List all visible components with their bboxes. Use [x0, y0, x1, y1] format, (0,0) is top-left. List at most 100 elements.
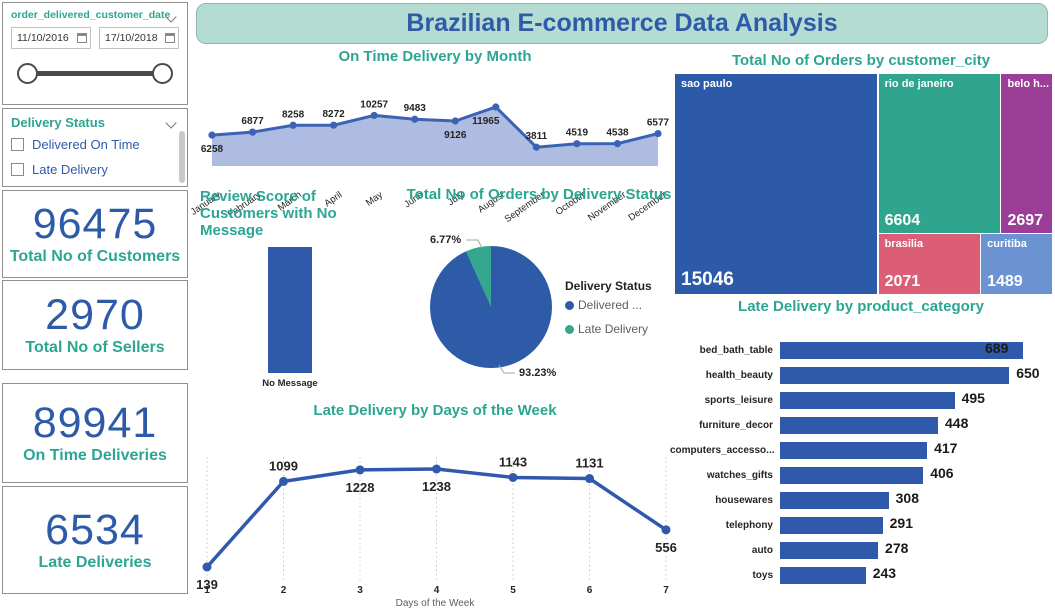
chart-late-by-day: Late Delivery by Days of the Week 1 2 3 4 5 6…	[196, 402, 677, 609]
pie[interactable]	[430, 246, 552, 368]
legend-label: Late Delivery	[578, 322, 649, 336]
data-point-April[interactable]	[330, 121, 338, 129]
chart-title: Late Delivery by product_category	[738, 298, 984, 315]
bar-furniture_decor[interactable]	[780, 417, 938, 434]
slider-handle-left[interactable]	[17, 63, 38, 84]
pie-slice-label-delivered: 93.23%	[519, 367, 557, 379]
calendar-icon[interactable]	[77, 33, 87, 43]
checkbox-delivered-on-time[interactable]	[11, 138, 24, 151]
end-date-value: 17/10/2018	[105, 32, 158, 44]
bar-category-label: watches_gifts	[706, 470, 773, 481]
treemap-tile-belo h...[interactable]: belo h... 2697	[1001, 74, 1052, 234]
chart-orders-by-delivery-status: Total No of Orders by Delivery Status 6.…	[396, 186, 682, 400]
bar-computers_accesso...[interactable]	[780, 442, 928, 459]
bar-category-label: computers_accesso...	[670, 445, 775, 456]
date-slicer-title: order_delivered_customer_date	[11, 9, 171, 21]
checkbox-late-delivery[interactable]	[11, 163, 24, 176]
date-range-slider	[17, 57, 173, 91]
data-point-March[interactable]	[289, 121, 297, 129]
area-fill	[212, 107, 658, 166]
bar-no-message[interactable]	[268, 247, 312, 373]
data-point-day-6[interactable]	[585, 474, 594, 484]
data-point-day-1[interactable]	[202, 562, 212, 572]
bar-watches_gifts[interactable]	[780, 467, 924, 484]
data-point-day-2[interactable]	[279, 476, 288, 486]
x-axis-label: 4	[434, 585, 440, 596]
data-point-October[interactable]	[573, 140, 581, 148]
data-point-May[interactable]	[370, 111, 378, 120]
x-axis-label: 6	[587, 585, 593, 596]
data-label: 556	[655, 540, 677, 555]
page-title: Brazilian E-commerce Data Analysis	[406, 9, 838, 37]
data-point-January[interactable]	[208, 131, 216, 139]
data-point-day-7[interactable]	[661, 525, 671, 535]
hbar-row-furniture_decor: furniture_decor 448	[670, 413, 1052, 438]
data-point-July[interactable]	[451, 117, 459, 125]
legend-dot	[565, 324, 574, 334]
chart-title: Total No of Orders by customer_city	[731, 52, 991, 69]
option-late-delivery[interactable]: Late Delivery	[3, 157, 187, 182]
bar-telephony[interactable]	[780, 517, 883, 534]
bar-sports_leisure[interactable]	[780, 392, 955, 409]
month-area-chart-svg: 6258January6877February8258March8272Apri…	[189, 99, 670, 225]
tile-name: curitiba	[987, 238, 1027, 251]
data-point-day-3[interactable]	[355, 465, 365, 475]
bar-housewares[interactable]	[780, 492, 889, 509]
tile-name: belo h...	[1007, 78, 1050, 90]
chart-title: On Time Delivery by Month	[338, 48, 532, 65]
treemap-tile-rio de janeiro[interactable]: rio de janeiro 6604	[878, 74, 1000, 234]
start-date-input[interactable]: 11/10/2016	[11, 27, 91, 49]
end-date-input[interactable]: 17/10/2018	[99, 27, 179, 49]
data-point-September[interactable]	[532, 143, 540, 151]
data-point-day-5[interactable]	[508, 472, 518, 482]
bar-category-label: No Message	[262, 378, 318, 389]
hbar-plot: bed_bath_table 689 health_beauty 650 sports_…	[670, 338, 1052, 594]
data-point-February[interactable]	[248, 128, 257, 136]
kpi-value: 6534	[45, 505, 145, 554]
treemap-tile-sao paulo[interactable]: sao paulo 15046	[675, 74, 878, 294]
bar-auto[interactable]	[780, 542, 879, 559]
hbar-row-housewares: housewares 308	[670, 488, 1052, 513]
hbar-row-computers_accesso...: computers_accesso... 417	[670, 438, 1052, 463]
scrollbar[interactable]	[179, 131, 185, 183]
bar-health_beauty[interactable]	[780, 367, 1010, 384]
kpi-value: 2970	[45, 290, 145, 339]
checkbox-label: Delivered On Time	[32, 137, 140, 152]
data-label: 6577	[647, 118, 670, 129]
kpi-value: 96475	[32, 199, 158, 248]
chart-orders-by-city: Total No of Orders by customer_city sao …	[670, 52, 1052, 294]
tile-value: 6604	[884, 212, 921, 230]
treemap-tile-brasilia[interactable]: brasilia 2071	[878, 234, 980, 294]
data-point-August[interactable]	[492, 103, 500, 111]
data-point-June[interactable]	[411, 115, 419, 123]
chart-review-score: Review Score of Customers with No Messag…	[196, 186, 396, 402]
legend-item-delivered[interactable]: Delivered ...	[565, 298, 642, 312]
kpi-label: Total No of Customers	[9, 247, 181, 265]
tile-value: 2697	[1007, 212, 1044, 230]
calendar-icon[interactable]	[165, 33, 175, 43]
x-axis-label: 3	[357, 585, 363, 596]
start-date-value: 11/10/2016	[17, 32, 69, 44]
bar-value-label: 650	[1016, 365, 1040, 381]
bar-toys[interactable]	[780, 567, 866, 584]
dashboard-header: Brazilian E-commerce Data Analysis	[196, 3, 1048, 44]
data-point-day-4[interactable]	[432, 464, 441, 474]
delivery-status-slicer-title: Delivery Status	[11, 115, 105, 130]
data-label: 11965	[472, 116, 500, 127]
legend-item-late[interactable]: Late Delivery	[565, 322, 648, 336]
data-label: 1238	[422, 479, 451, 494]
data-label: 8272	[323, 109, 346, 120]
slider-handle-right[interactable]	[152, 63, 173, 84]
treemap-tile-curitiba[interactable]: curitiba 1489	[981, 234, 1052, 294]
kpi-label: Late Deliveries	[38, 553, 152, 571]
kpi-late-deliveries: 6534 Late Deliveries	[2, 486, 188, 594]
option-delivered-on-time[interactable]: Delivered On Time	[3, 132, 187, 157]
x-axis-title: Days of the Week	[396, 598, 476, 609]
data-label: 10257	[360, 99, 388, 110]
bar-bed_bath_table[interactable]	[780, 342, 1023, 359]
data-point-December[interactable]	[654, 129, 662, 138]
data-label: 3811	[526, 131, 548, 142]
tile-value: 15046	[681, 269, 734, 290]
data-point-November[interactable]	[613, 140, 622, 148]
date-slicer-panel: order_delivered_customer_date 11/10/2016…	[2, 2, 188, 105]
